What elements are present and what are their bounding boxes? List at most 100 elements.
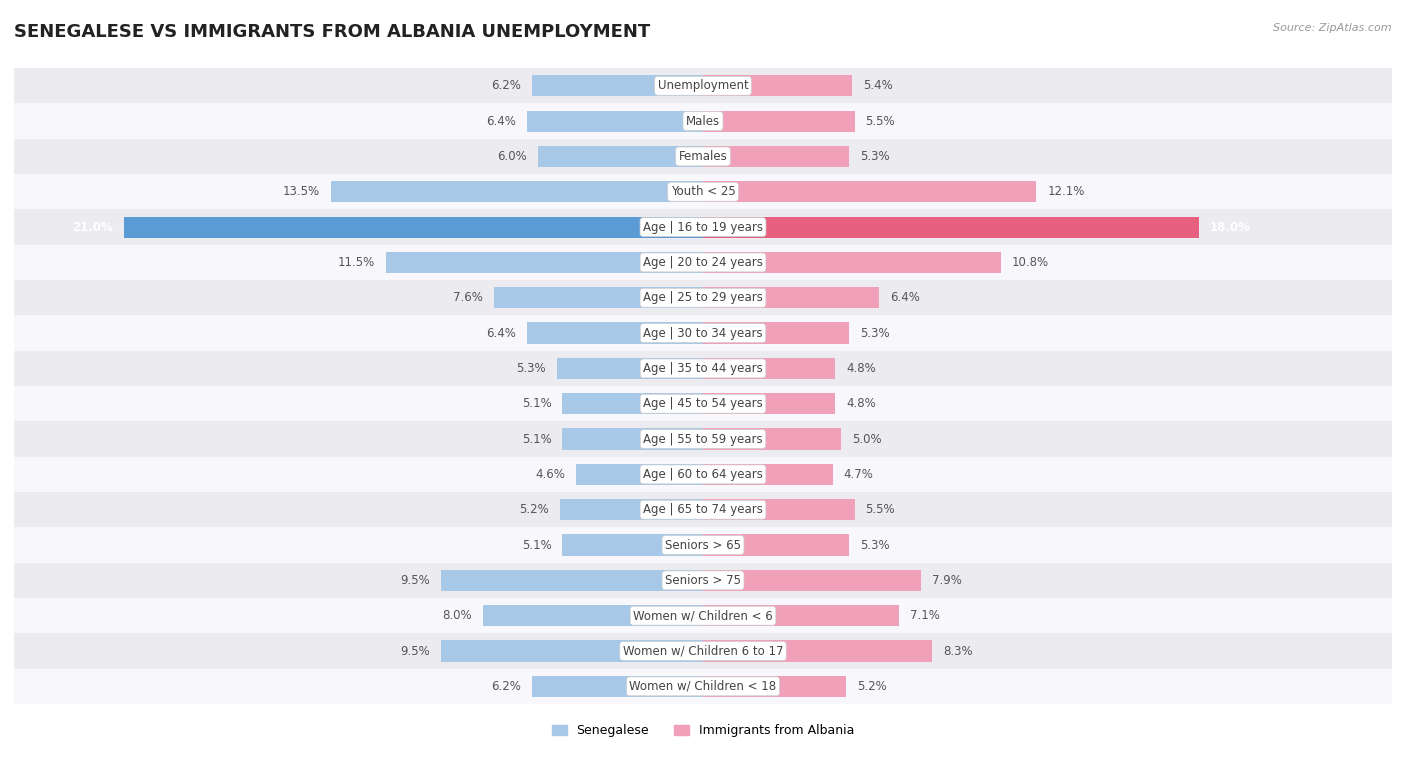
Text: Age | 60 to 64 years: Age | 60 to 64 years bbox=[643, 468, 763, 481]
Bar bbox=[562, 428, 703, 450]
Bar bbox=[14, 139, 1392, 174]
Text: Age | 35 to 44 years: Age | 35 to 44 years bbox=[643, 362, 763, 375]
Bar bbox=[703, 146, 849, 167]
Bar bbox=[387, 252, 703, 273]
Bar bbox=[562, 393, 703, 414]
Bar bbox=[703, 217, 1199, 238]
Text: 10.8%: 10.8% bbox=[1012, 256, 1049, 269]
Text: 4.8%: 4.8% bbox=[846, 397, 876, 410]
Text: Women w/ Children 6 to 17: Women w/ Children 6 to 17 bbox=[623, 644, 783, 658]
Text: 5.5%: 5.5% bbox=[866, 503, 896, 516]
Text: Males: Males bbox=[686, 114, 720, 128]
Text: 5.1%: 5.1% bbox=[522, 432, 551, 446]
Bar bbox=[703, 534, 849, 556]
Text: 11.5%: 11.5% bbox=[337, 256, 375, 269]
Text: 13.5%: 13.5% bbox=[283, 185, 321, 198]
Text: SENEGALESE VS IMMIGRANTS FROM ALBANIA UNEMPLOYMENT: SENEGALESE VS IMMIGRANTS FROM ALBANIA UN… bbox=[14, 23, 651, 41]
Text: Females: Females bbox=[679, 150, 727, 163]
Bar bbox=[557, 358, 703, 379]
Text: 4.6%: 4.6% bbox=[536, 468, 565, 481]
Bar bbox=[531, 676, 703, 697]
Text: 7.9%: 7.9% bbox=[932, 574, 962, 587]
Bar bbox=[14, 104, 1392, 139]
Bar bbox=[14, 668, 1392, 704]
Bar bbox=[14, 68, 1392, 104]
Bar bbox=[537, 146, 703, 167]
Bar bbox=[14, 386, 1392, 422]
Bar bbox=[703, 75, 852, 96]
Text: Age | 20 to 24 years: Age | 20 to 24 years bbox=[643, 256, 763, 269]
Bar bbox=[14, 634, 1392, 668]
Text: 7.6%: 7.6% bbox=[453, 291, 482, 304]
Bar bbox=[703, 640, 932, 662]
Bar bbox=[703, 605, 898, 626]
Text: 5.3%: 5.3% bbox=[860, 326, 890, 340]
Text: 6.2%: 6.2% bbox=[491, 680, 522, 693]
Text: Age | 65 to 74 years: Age | 65 to 74 years bbox=[643, 503, 763, 516]
Bar bbox=[576, 464, 703, 485]
Bar bbox=[527, 111, 703, 132]
Bar bbox=[703, 499, 855, 520]
Bar bbox=[14, 316, 1392, 350]
Bar bbox=[14, 598, 1392, 634]
Text: Youth < 25: Youth < 25 bbox=[671, 185, 735, 198]
Bar bbox=[703, 570, 921, 591]
Bar bbox=[560, 499, 703, 520]
Text: Age | 30 to 34 years: Age | 30 to 34 years bbox=[643, 326, 763, 340]
Text: Seniors > 65: Seniors > 65 bbox=[665, 538, 741, 552]
Bar bbox=[703, 393, 835, 414]
Bar bbox=[703, 111, 855, 132]
Bar bbox=[14, 245, 1392, 280]
Bar bbox=[703, 676, 846, 697]
Text: 5.4%: 5.4% bbox=[863, 79, 893, 92]
Bar bbox=[703, 252, 1001, 273]
Text: Women w/ Children < 18: Women w/ Children < 18 bbox=[630, 680, 776, 693]
Bar bbox=[703, 322, 849, 344]
Text: 7.1%: 7.1% bbox=[910, 609, 939, 622]
Text: 21.0%: 21.0% bbox=[73, 220, 114, 234]
Text: Women w/ Children < 6: Women w/ Children < 6 bbox=[633, 609, 773, 622]
Text: Age | 55 to 59 years: Age | 55 to 59 years bbox=[643, 432, 763, 446]
Text: 5.3%: 5.3% bbox=[860, 150, 890, 163]
Text: 5.5%: 5.5% bbox=[866, 114, 896, 128]
Text: 5.3%: 5.3% bbox=[860, 538, 890, 552]
Bar bbox=[124, 217, 703, 238]
Bar bbox=[14, 422, 1392, 456]
Bar bbox=[14, 528, 1392, 562]
Text: 4.7%: 4.7% bbox=[844, 468, 873, 481]
Text: Source: ZipAtlas.com: Source: ZipAtlas.com bbox=[1274, 23, 1392, 33]
Bar bbox=[14, 562, 1392, 598]
Bar bbox=[14, 174, 1392, 210]
Text: 8.0%: 8.0% bbox=[441, 609, 471, 622]
Bar bbox=[703, 428, 841, 450]
Text: Unemployment: Unemployment bbox=[658, 79, 748, 92]
Text: 5.2%: 5.2% bbox=[519, 503, 548, 516]
Bar bbox=[14, 350, 1392, 386]
Text: 5.1%: 5.1% bbox=[522, 538, 551, 552]
Bar bbox=[14, 280, 1392, 316]
Text: 8.3%: 8.3% bbox=[943, 644, 973, 658]
Text: 4.8%: 4.8% bbox=[846, 362, 876, 375]
Bar bbox=[703, 287, 879, 308]
Bar bbox=[527, 322, 703, 344]
Text: 18.0%: 18.0% bbox=[1211, 220, 1251, 234]
Text: Seniors > 75: Seniors > 75 bbox=[665, 574, 741, 587]
Bar bbox=[441, 640, 703, 662]
Bar bbox=[330, 181, 703, 202]
Bar bbox=[703, 181, 1036, 202]
Text: Age | 45 to 54 years: Age | 45 to 54 years bbox=[643, 397, 763, 410]
Text: 6.4%: 6.4% bbox=[890, 291, 921, 304]
Bar bbox=[531, 75, 703, 96]
Bar bbox=[562, 534, 703, 556]
Text: 6.0%: 6.0% bbox=[496, 150, 527, 163]
Text: 6.4%: 6.4% bbox=[485, 326, 516, 340]
Text: 9.5%: 9.5% bbox=[401, 644, 430, 658]
Text: 9.5%: 9.5% bbox=[401, 574, 430, 587]
Legend: Senegalese, Immigrants from Albania: Senegalese, Immigrants from Albania bbox=[547, 719, 859, 743]
Bar bbox=[441, 570, 703, 591]
Text: 5.3%: 5.3% bbox=[516, 362, 546, 375]
Text: 5.2%: 5.2% bbox=[858, 680, 887, 693]
Bar bbox=[14, 456, 1392, 492]
Text: Age | 16 to 19 years: Age | 16 to 19 years bbox=[643, 220, 763, 234]
Text: Age | 25 to 29 years: Age | 25 to 29 years bbox=[643, 291, 763, 304]
